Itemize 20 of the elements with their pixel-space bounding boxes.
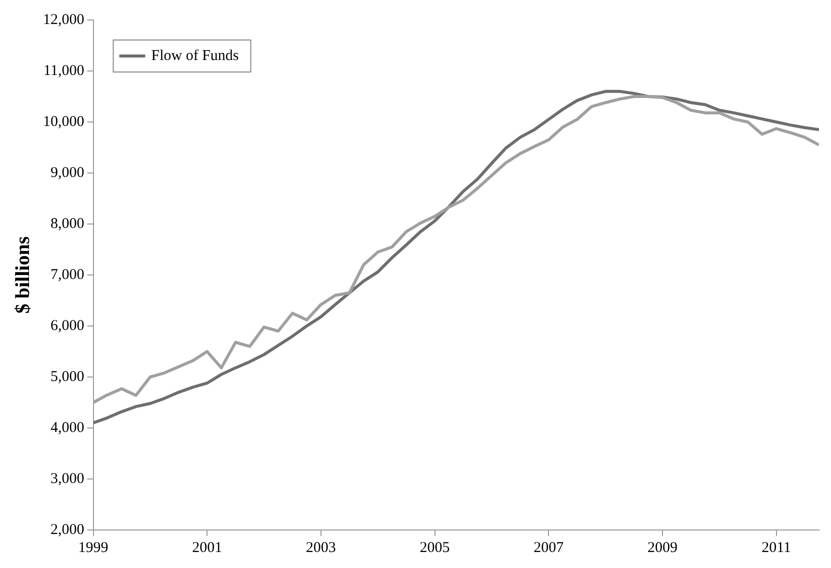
x-tick-label: 1999 xyxy=(78,540,108,556)
x-tick-label: 2003 xyxy=(306,540,336,556)
y-tick-label: 3,000 xyxy=(50,470,84,487)
y-axis-title: $ billions xyxy=(12,236,34,314)
y-tick-label: 8,000 xyxy=(50,216,84,232)
legend-label: Flow of Funds xyxy=(151,48,239,64)
x-tick-label: 2009 xyxy=(647,540,678,556)
x-tick-label: 2011 xyxy=(762,540,792,556)
y-tick-label: 10,000 xyxy=(43,114,84,130)
y-tick-label: 7,000 xyxy=(50,266,84,283)
y-tick-label: 2,000 xyxy=(50,522,84,538)
y-tick-label: 5,000 xyxy=(50,368,84,385)
y-tick-label: 9,000 xyxy=(50,164,84,181)
y-tick-label: 6,000 xyxy=(50,318,84,334)
x-tick-label: 2007 xyxy=(534,540,564,556)
x-tick-label: 2005 xyxy=(420,540,450,556)
y-tick-label: 12,000 xyxy=(43,12,84,28)
y-tick-label: 4,000 xyxy=(50,420,84,436)
x-tick-label: 2001 xyxy=(192,540,222,556)
y-tick-label: 11,000 xyxy=(44,62,84,79)
